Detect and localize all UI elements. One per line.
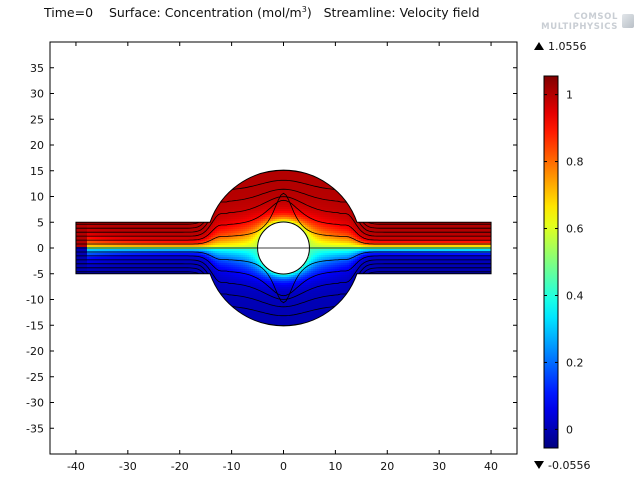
max-arrow-icon [534,42,544,50]
x-tick-label: 20 [380,460,394,473]
streamlines [75,170,492,326]
time-label: Time=0 [44,5,94,21]
y-tick-label: -25 [26,371,44,384]
y-tick-label: 15 [30,165,44,178]
x-tick-label: -20 [171,460,189,473]
surface-label: Surface: Concentration (mol/m [108,5,302,21]
comsol-logo: COMSOL MULTIPHYSICS [541,12,634,32]
min-arrow-icon [534,461,544,469]
streamline-label: Streamline: Velocity field [323,5,480,21]
colorbar [543,75,559,449]
colorbar-tick-label: 0.6 [566,223,584,236]
x-tick-label: -40 [67,460,85,473]
domain-boundary [75,169,492,327]
colorbar-tick-label: 0 [566,423,573,436]
streamline [75,188,492,233]
streamline [75,267,492,317]
colorbar-min-label: -0.0556 [548,459,590,472]
logo-cube-icon [622,14,634,28]
y-tick-label: 10 [30,191,44,204]
x-tick-label: -30 [119,460,137,473]
y-tick-label: -5 [33,268,44,281]
x-tick-label: -10 [223,460,241,473]
colorbar-tick-label: 1 [566,89,573,102]
y-tick-label: 35 [30,62,44,75]
domain-outline [75,169,492,327]
streamline [75,199,492,241]
streamline [75,179,492,229]
y-tick-label: 20 [30,139,44,152]
y-tick-label: -30 [26,397,44,410]
x-tick-label: 30 [432,460,446,473]
y-tick-label: -15 [26,319,44,332]
surface-close: ) [306,5,312,21]
unit-exponent: 3 [301,5,307,14]
streamline [75,255,492,297]
y-tick-label: -10 [26,294,44,307]
logo-line-2: MULTIPHYSICS [541,22,618,32]
streamline [75,263,492,308]
x-tick-label: 0 [280,460,287,473]
x-tick-label: 10 [328,460,342,473]
x-tick-label: 40 [484,460,498,473]
plot-title: Time=0 Surface: Concentration (mol/m3) S… [44,5,480,20]
y-tick-label: -35 [26,422,44,435]
y-tick-label: 0 [37,242,44,255]
colorbar-tick-label: 0.8 [566,156,584,169]
y-tick-label: 30 [30,88,44,101]
streamline [75,192,492,245]
y-tick-label: 25 [30,113,44,126]
streamline [75,196,492,237]
y-tick-label: -20 [26,345,44,358]
y-tick-label: 5 [37,216,44,229]
streamline [75,259,492,300]
colorbar-tick-label: 0.4 [566,289,584,302]
colorbar-max-label: 1.0556 [548,40,587,53]
streamline [75,251,492,304]
logo-line-1: COMSOL [573,12,618,22]
colorbar-tick-label: 0.2 [566,356,584,369]
